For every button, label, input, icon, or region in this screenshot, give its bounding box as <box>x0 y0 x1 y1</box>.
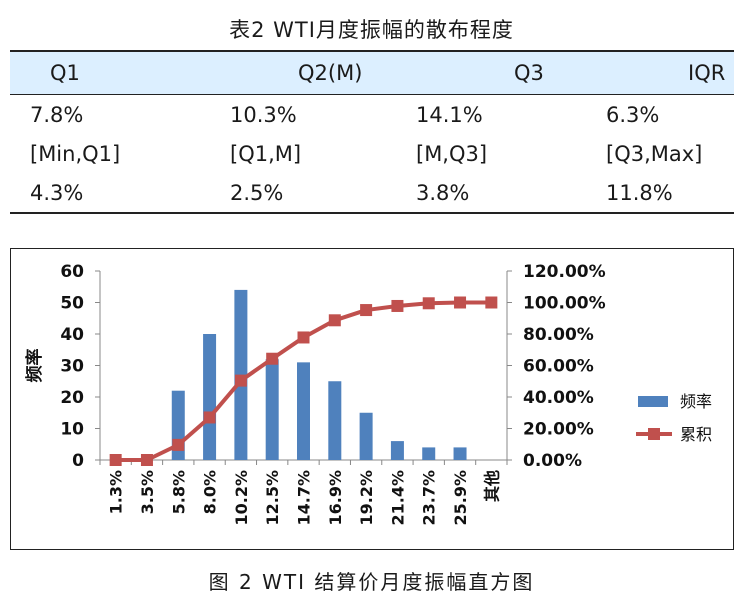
histogram-bar <box>453 447 467 460</box>
histogram-bar <box>390 441 404 460</box>
y-tick-label: 0 <box>72 451 84 471</box>
y2-tick-label: 120.00% <box>523 262 606 282</box>
table-cell: [Min,Q1] <box>30 141 121 166</box>
x-tick-label: 25.9% <box>451 470 470 526</box>
cumulative-point <box>485 296 498 309</box>
legend-swatch-marker <box>648 428 660 440</box>
cumulative-point <box>140 454 153 466</box>
histogram-bar <box>297 362 310 460</box>
table-cell: 11.8% <box>578 173 734 214</box>
x-tick-label: 12.5% <box>263 470 282 526</box>
table-title: 表2 WTI月度振幅的散布程度 <box>229 18 514 42</box>
legend-label-bars: 频率 <box>680 392 712 411</box>
x-tick-label: 23.7% <box>420 470 439 526</box>
header-q1: Q1 <box>10 50 210 95</box>
histogram-bar <box>422 447 436 460</box>
table-cell: [Q1,M] <box>230 141 302 166</box>
cumulative-point <box>234 374 247 387</box>
cumulative-point <box>360 304 373 317</box>
cumulative-point <box>203 411 216 424</box>
x-tick-label: 16.9% <box>326 470 345 526</box>
x-tick-label: 1.3% <box>107 470 126 514</box>
y-axis-label: 频率 <box>24 349 45 383</box>
legend-label-line: 累积 <box>680 425 712 444</box>
cumulative-point <box>391 299 404 312</box>
x-tick-label: 14.7% <box>295 470 314 526</box>
header-iqr: IQR <box>578 50 734 95</box>
y-tick-label: 20 <box>60 388 84 408</box>
x-tick-label: 19.2% <box>357 470 376 526</box>
y2-tick-label: 40.00% <box>523 388 594 408</box>
header-q2: Q2(M) <box>210 50 402 95</box>
x-tick-label: 5.8% <box>169 470 188 514</box>
x-tick-label: 21.4% <box>388 470 407 526</box>
legend-swatch-bars <box>638 396 668 407</box>
table-cell: 14.1% <box>416 102 483 127</box>
x-tick-label: 其他 <box>482 470 501 502</box>
y-tick-label: 40 <box>60 325 84 345</box>
table-row: 4.3% 2.5% 3.8% 11.8% <box>10 173 734 214</box>
y-tick-label: 50 <box>60 294 84 314</box>
y2-tick-label: 20.00% <box>523 420 594 440</box>
figure-caption: 图 2 WTI 结算价月度振幅直方图 <box>208 570 535 594</box>
cumulative-point <box>172 438 185 451</box>
histogram-bar <box>359 412 373 460</box>
table-cell: 2.5% <box>210 173 402 214</box>
y-tick-label: 10 <box>60 420 84 440</box>
dispersion-table: Q1 Q2(M) Q3 IQR 7.8% 10.3% 14.1% 6.3% [M… <box>10 50 734 214</box>
table-row: 7.8% 10.3% 14.1% 6.3% <box>10 95 734 135</box>
table-cell: 10.3% <box>230 102 297 127</box>
table-cell: [M,Q3] <box>416 141 488 166</box>
cumulative-point <box>109 454 122 466</box>
y2-tick-label: 60.00% <box>523 357 594 377</box>
x-tick-label: 10.2% <box>232 470 251 526</box>
table-cell: 4.3% <box>10 173 210 214</box>
table-cell: [Q3,Max] <box>606 141 703 166</box>
y2-tick-label: 80.00% <box>523 325 594 345</box>
cumulative-point <box>422 297 435 310</box>
histogram-bar <box>328 381 342 460</box>
cumulative-point <box>454 296 467 309</box>
table-row: [Min,Q1] [Q1,M] [M,Q3] [Q3,Max] <box>10 134 734 173</box>
chart-frame <box>10 248 734 550</box>
table-cell: 3.8% <box>402 173 578 214</box>
table-header-row: Q1 Q2(M) Q3 IQR <box>10 50 734 95</box>
y2-tick-label: 0.00% <box>523 451 582 471</box>
histogram-bar <box>265 359 279 460</box>
cumulative-point <box>297 331 310 344</box>
histogram-bar <box>203 334 217 460</box>
y-tick-label: 60 <box>60 262 84 282</box>
y2-tick-label: 100.00% <box>523 294 606 314</box>
y-tick-label: 30 <box>60 357 84 377</box>
x-tick-label: 3.5% <box>138 470 157 514</box>
x-tick-label: 8.0% <box>201 470 220 514</box>
header-q3: Q3 <box>402 50 578 95</box>
table-cell: 6.3% <box>606 102 660 127</box>
table-cell: 7.8% <box>30 102 84 127</box>
histogram-chart: 0 10 20 30 40 50 60 0.00% 20.00% 40.00% 60.00% 80.0… <box>24 262 712 526</box>
cumulative-point <box>266 352 279 365</box>
cumulative-point <box>328 314 341 327</box>
